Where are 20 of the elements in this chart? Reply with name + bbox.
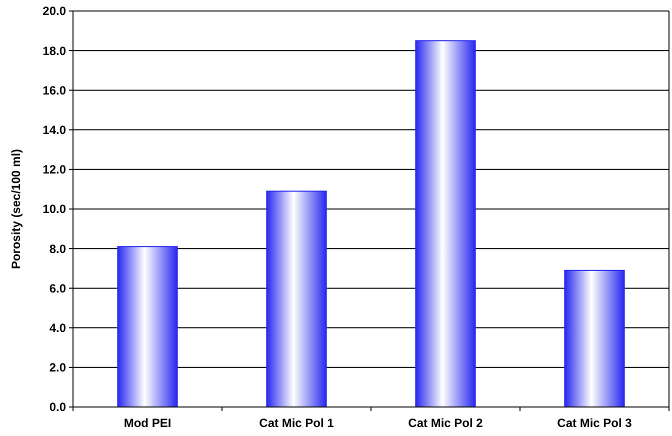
y-tick-label: 0.0	[49, 400, 66, 414]
y-tick-label: 8.0	[49, 242, 66, 256]
x-tick-label: Cat Mic Pol 2	[408, 416, 484, 430]
bar	[564, 270, 625, 408]
y-tick-label: 16.0	[42, 83, 66, 98]
x-tick-label: Cat Mic Pol 1	[259, 416, 334, 430]
y-tick-label: 4.0	[49, 321, 66, 335]
bar	[266, 190, 327, 408]
y-tick-label: 18.0	[42, 44, 66, 58]
bar	[415, 40, 476, 408]
y-tick-label: 6.0	[49, 281, 66, 296]
y-tick-label: 10.0	[42, 202, 66, 216]
x-tick-label: Mod PEI	[124, 416, 172, 430]
bar	[117, 246, 178, 408]
y-axis-title: Porosity (sec/100 ml)	[9, 148, 23, 270]
x-tick-label: Cat Mic Pol 3	[557, 416, 632, 430]
y-tick-label: 14.0	[42, 123, 66, 137]
y-tick-label: 12.0	[42, 162, 66, 177]
y-tick-label: 2.0	[49, 360, 66, 375]
y-tick-label: 20.0	[42, 4, 66, 18]
